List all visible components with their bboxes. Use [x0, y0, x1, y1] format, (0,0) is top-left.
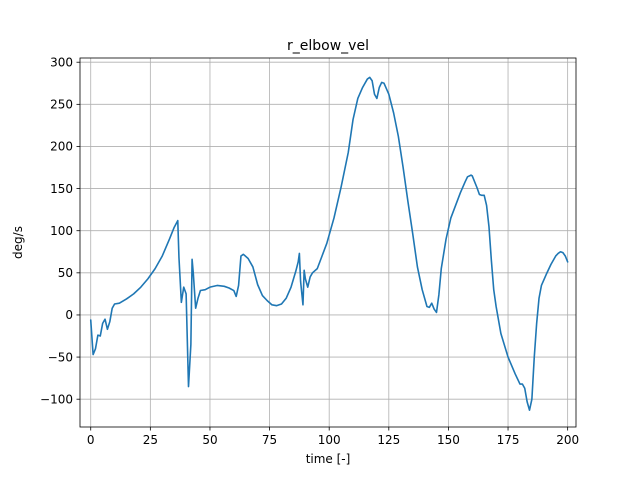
- x-tick-label: 175: [497, 433, 520, 447]
- y-tick-label: −100: [40, 392, 73, 406]
- x-tick-label: 75: [262, 433, 277, 447]
- y-tick-label: 300: [50, 55, 73, 69]
- y-axis-ticks: −100 −50 0 50 100 150 200 250 300: [40, 55, 80, 406]
- y-tick-label: 150: [50, 182, 73, 196]
- series-line: [89, 76, 569, 411]
- x-tick-label: 50: [202, 433, 217, 447]
- x-axis-ticks: 0 25 50 75 100 125 150 175 200: [87, 427, 579, 447]
- y-tick-label: 100: [50, 224, 73, 238]
- y-tick-label: 50: [58, 266, 73, 280]
- x-tick-label: 150: [437, 433, 460, 447]
- plot-frame: [79, 57, 577, 428]
- x-tick-label: 25: [143, 433, 158, 447]
- grid-lines: [80, 58, 576, 427]
- series-layer: [89, 76, 569, 411]
- x-tick-label: 100: [318, 433, 341, 447]
- y-tick-label: 200: [50, 140, 73, 154]
- x-tick-label: 0: [87, 433, 95, 447]
- chart-title: r_elbow_vel: [287, 38, 369, 54]
- x-tick-label: 125: [377, 433, 400, 447]
- y-tick-label: 0: [65, 308, 73, 322]
- y-tick-label: −50: [48, 350, 73, 364]
- x-axis-label: time [-]: [306, 452, 351, 466]
- y-tick-label: 250: [50, 98, 73, 112]
- x-tick-label: 200: [556, 433, 579, 447]
- y-axis-label: deg/s: [11, 226, 25, 259]
